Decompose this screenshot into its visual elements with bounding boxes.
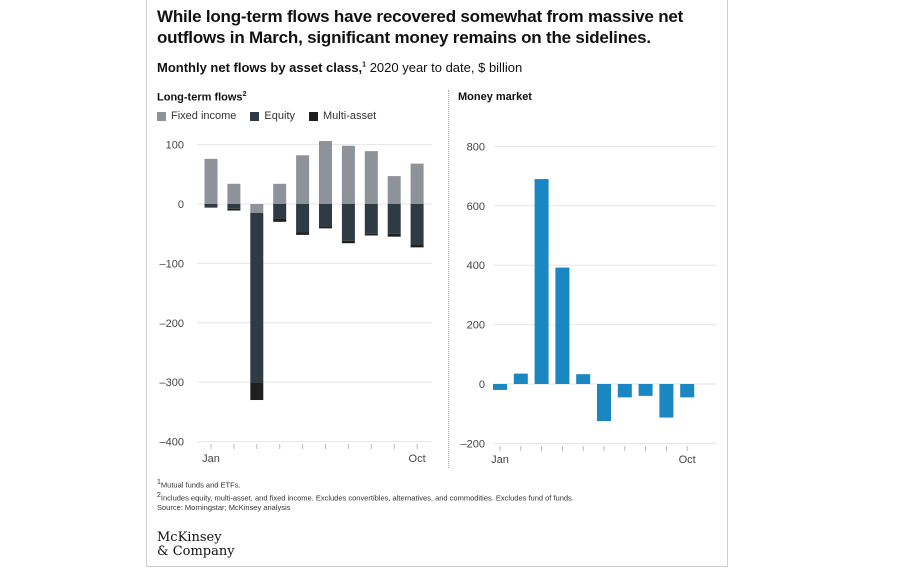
mckinsey-logo: McKinsey & Company — [157, 531, 235, 559]
left-y-tick-label: 0 — [178, 199, 184, 211]
legend-item-equity: Equity — [250, 110, 295, 122]
right-bar-money-market — [513, 373, 528, 384]
legend-swatch-fixed-income — [157, 111, 166, 121]
legend-swatch-multi-asset — [309, 111, 318, 121]
left-bar-equity — [296, 204, 310, 233]
left-bar-multi-asset — [387, 233, 401, 237]
subtitle-bold: Monthly net flows by asset class, — [157, 60, 363, 75]
right-bar-money-market — [659, 384, 674, 418]
left-panel-title: Long-term flows2 — [157, 91, 246, 104]
left-bar-equity — [227, 204, 241, 209]
legend: Fixed income Equity Multi-asset — [157, 110, 376, 122]
source-note: Source: Morningstar; McKinsey analysis — [157, 503, 291, 512]
subtitle-footnote-marker: 1 — [362, 61, 367, 69]
left-bar-fixed-income — [410, 163, 424, 204]
subtitle-rest: 2020 year to date, $ billion — [366, 60, 523, 75]
right-y-tick-label: 200 — [467, 320, 485, 332]
left-bar-fixed-income — [387, 176, 401, 204]
left-bar-equity — [341, 204, 355, 241]
legend-label-equity: Equity — [264, 110, 295, 122]
right-bar-money-market — [680, 384, 695, 398]
right-bar-money-market — [617, 384, 632, 398]
right-y-tick-label: 600 — [467, 201, 485, 213]
left-bar-fixed-income — [273, 183, 287, 204]
right-bar-money-market — [493, 384, 507, 390]
right-bar-money-market — [555, 267, 570, 384]
right-x-tick-label: Jan — [491, 454, 509, 466]
legend-item-fixed-income: Fixed income — [157, 110, 236, 122]
left-panel-title-text: Long-term flows — [157, 91, 243, 104]
left-bar-fixed-income — [319, 141, 332, 204]
left-x-tick-label: Oct — [409, 453, 426, 465]
left-bar-multi-asset — [227, 208, 241, 211]
legend-item-multi-asset: Multi-asset — [309, 110, 376, 122]
left-bar-multi-asset — [204, 206, 218, 208]
chart-subtitle: Monthly net flows by asset class,1 2020 … — [157, 60, 522, 75]
left-bar-fixed-income — [341, 145, 355, 204]
legend-swatch-equity — [250, 111, 260, 121]
footnote-2-text: Includes equity, multi-asset, and fixed … — [160, 493, 574, 502]
footnote-1-marker: 1 — [157, 479, 161, 486]
left-bar-fixed-income — [204, 158, 218, 204]
logo-line-1: McKinsey — [157, 530, 222, 545]
left-bar-equity — [273, 204, 287, 219]
left-bar-multi-asset — [341, 240, 355, 244]
left-bar-equity — [410, 204, 424, 245]
left-bar-multi-asset — [273, 218, 287, 222]
right-y-tick-label: 400 — [467, 260, 485, 272]
right-y-tick-label: –200 — [461, 438, 485, 450]
left-bar-equity — [204, 204, 218, 207]
left-bar-equity — [387, 204, 401, 234]
panel-divider — [448, 90, 449, 468]
left-bar-fixed-income — [250, 204, 264, 213]
left-bar-equity — [319, 204, 332, 227]
left-panel-footnote-marker: 2 — [242, 91, 247, 98]
chart-title: While long-term flows have recovered som… — [157, 7, 684, 47]
footnote-1: 1Mutual funds and ETFs. — [157, 478, 574, 491]
right-panel-title: Money market — [458, 91, 532, 103]
legend-label-fixed-income: Fixed income — [171, 110, 237, 122]
left-bar-fixed-income — [296, 155, 310, 204]
legend-label-multi-asset: Multi-asset — [323, 110, 377, 122]
left-bar-multi-asset — [250, 382, 264, 401]
footnote-2-marker: 2 — [157, 491, 161, 499]
left-bar-fixed-income — [364, 151, 378, 204]
left-bar-fixed-income — [227, 183, 241, 204]
footnotes: 1Mutual funds and ETFs. 2Includes equity… — [157, 478, 574, 513]
logo-line-2: & Company — [157, 544, 235, 559]
left-bar-equity — [250, 212, 264, 383]
left-bar-equity — [364, 204, 378, 234]
left-bar-multi-asset — [296, 232, 310, 235]
right-y-tick-label: 0 — [479, 379, 485, 391]
footnote-1-text: Mutual funds and ETFs. — [160, 480, 241, 490]
right-bar-money-market — [576, 374, 591, 384]
left-bar-multi-asset — [410, 244, 424, 248]
left-y-tick-label: –200 — [160, 318, 184, 330]
footnote-2: 2Includes equity, multi-asset, and fixed… — [157, 491, 574, 504]
left-bar-multi-asset — [319, 226, 332, 229]
left-y-tick-label: –100 — [160, 258, 184, 270]
left-y-tick-label: –300 — [160, 377, 184, 389]
left-y-tick-label: 100 — [166, 140, 184, 152]
right-bar-money-market — [597, 384, 611, 422]
left-y-tick-label: –400 — [160, 437, 184, 449]
right-y-tick-label: 800 — [467, 141, 485, 153]
right-bar-money-market — [534, 179, 549, 384]
left-x-tick-label: Jan — [202, 453, 220, 465]
chart-frame — [146, 0, 728, 567]
right-bar-money-market — [638, 384, 653, 396]
right-x-tick-label: Oct — [679, 454, 696, 466]
left-bar-multi-asset — [364, 233, 378, 236]
